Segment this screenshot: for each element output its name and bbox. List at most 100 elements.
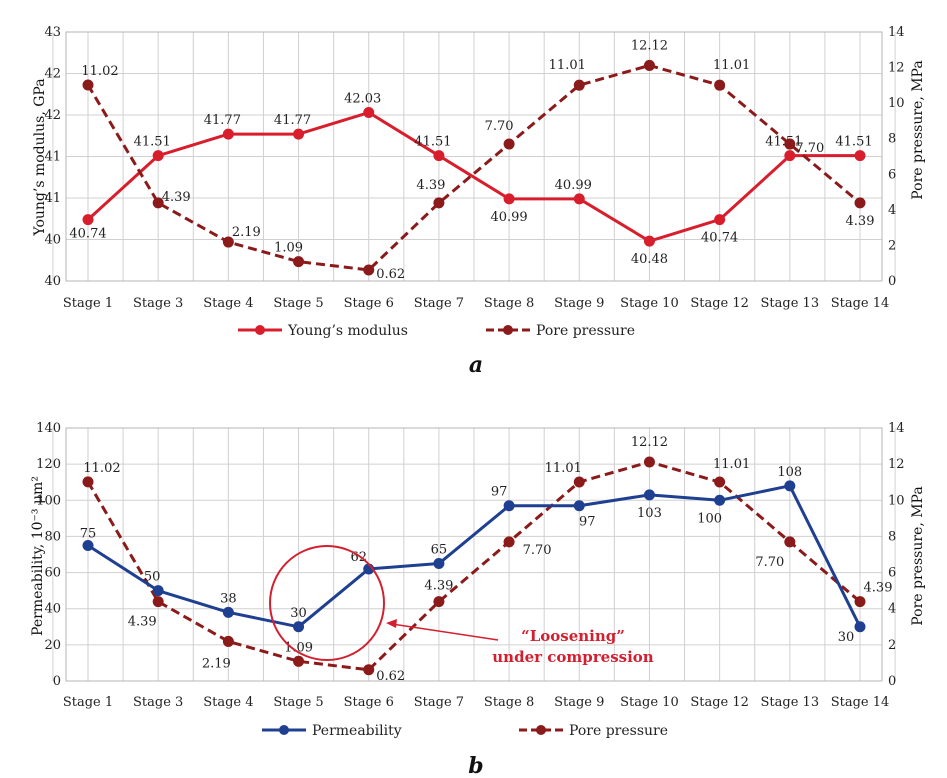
- data-label: 100: [697, 511, 722, 526]
- data-label: 41.51: [835, 135, 872, 150]
- data-point: [293, 256, 305, 268]
- data-label: 12.12: [631, 435, 668, 450]
- x-tick-label: Stage 1: [63, 296, 113, 311]
- data-label: 0.62: [376, 669, 405, 684]
- panel-b-right-ticks: 0 2 4 6 8 10 12 14: [888, 421, 905, 689]
- x-tick-label: Stage 8: [484, 296, 534, 311]
- data-point: [643, 59, 655, 71]
- data-label: 41.51: [134, 135, 171, 150]
- data-label: 4.39: [128, 615, 157, 630]
- panel-a-grid: [52, 31, 896, 282]
- x-tick-label: Stage 14: [831, 695, 890, 710]
- right-tick-label: 6: [888, 167, 896, 182]
- x-tick-label: Stage 3: [133, 695, 183, 710]
- left-tick-label: 140: [36, 421, 61, 436]
- panel-b-annotation: “Loosening” under compression: [269, 545, 654, 666]
- x-tick-label: Stage 14: [831, 296, 890, 311]
- data-label: 41.51: [414, 135, 451, 150]
- panel-b-right-axis-title: Pore pressure, MPa: [910, 486, 926, 625]
- data-label: 38: [220, 591, 237, 606]
- right-tick-label: 14: [888, 25, 905, 40]
- x-tick-label: Stage 9: [554, 296, 604, 311]
- data-point: [643, 235, 655, 247]
- data-point: [503, 138, 515, 150]
- data-point: [222, 128, 234, 140]
- left-tick-label: 42: [44, 108, 61, 123]
- left-tick-label: 20: [44, 638, 61, 653]
- left-tick-label: 40: [44, 274, 61, 289]
- data-point: [854, 150, 866, 162]
- data-label: 11.01: [545, 461, 582, 476]
- data-label: 40.99: [555, 178, 592, 193]
- data-label: 41.77: [274, 113, 311, 128]
- x-tick-label: Stage 10: [620, 695, 679, 710]
- panel-b-series-pore-pressure: 11.02 4.39 2.19 1.09 0.62 4.39 7.70 11.01 12.12 1…: [82, 435, 893, 684]
- x-tick-label: Stage 13: [761, 296, 820, 311]
- right-tick-label: 14: [888, 421, 905, 436]
- x-tick-label: Stage 4: [203, 296, 253, 311]
- data-label: 50: [144, 570, 161, 585]
- data-point: [784, 480, 796, 492]
- data-point: [82, 476, 94, 488]
- data-label: 4.39: [424, 579, 453, 594]
- data-point: [503, 193, 515, 205]
- x-tick-label: Stage 12: [690, 695, 749, 710]
- data-label: 12.12: [631, 38, 668, 53]
- x-tick-label: Stage 1: [63, 695, 113, 710]
- data-point: [854, 596, 866, 608]
- series-line: [86, 111, 860, 243]
- x-tick-label: Stage 10: [620, 296, 679, 311]
- right-tick-label: 10: [888, 493, 905, 508]
- legend-a-pore-marker: [503, 325, 513, 335]
- annotation-arrow-head: [386, 619, 397, 628]
- legend-b-perm-marker: [279, 725, 289, 735]
- data-point: [503, 536, 515, 548]
- right-tick-label: 2: [888, 638, 896, 653]
- data-label: 75: [80, 526, 97, 541]
- panel-b-legend: Permeability Pore pressure: [262, 723, 668, 739]
- plot-frame: [65, 31, 883, 282]
- data-label: 4.39: [416, 178, 445, 193]
- x-tick-label: Stage 6: [344, 695, 394, 710]
- data-point: [714, 476, 726, 488]
- right-tick-label: 10: [888, 96, 905, 111]
- data-point: [152, 150, 164, 162]
- data-label: 11.02: [81, 64, 118, 79]
- x-tick-label: Stage 13: [761, 695, 820, 710]
- data-label: 97: [579, 515, 596, 530]
- right-tick-label: 0: [888, 674, 896, 689]
- panel-a-right-ticks: 0 2 4 6 8 10 12 14: [888, 25, 905, 289]
- right-tick-label: 2: [888, 238, 896, 253]
- annotation-line-2: under compression: [492, 648, 654, 666]
- data-point: [433, 558, 445, 570]
- data-label: 41.77: [204, 113, 241, 128]
- data-label: 11.01: [713, 58, 750, 73]
- data-label: 11.01: [549, 58, 586, 73]
- panel-a-left-axis-title: Young’s modulus, GPa: [32, 78, 48, 236]
- data-point: [643, 489, 655, 501]
- data-point: [222, 606, 234, 618]
- series-line: [86, 63, 861, 272]
- panel-b-left-ticks: 0 20 40 60 80 100 120 140: [36, 421, 61, 689]
- panel-a-series-youngs-modulus: 40.74 41.51 41.77 41.77 42.03 41.51 40.99 40.99…: [69, 92, 872, 268]
- data-point: [433, 197, 445, 209]
- data-point: [82, 539, 94, 551]
- series-line: [87, 484, 862, 629]
- panel-a-letter: a: [469, 352, 483, 378]
- x-tick-label: Stage 4: [203, 695, 253, 710]
- data-point: [152, 197, 164, 209]
- data-point: [643, 456, 655, 468]
- data-point: [784, 138, 796, 150]
- legend-b-pore-marker: [536, 725, 546, 735]
- data-label: 11.02: [83, 461, 120, 476]
- data-label: 4.39: [864, 581, 893, 596]
- x-tick-label: Stage 12: [690, 296, 749, 311]
- right-tick-label: 12: [888, 61, 905, 76]
- x-tick-label: Stage 5: [273, 695, 323, 710]
- legend-a-young-marker: [255, 325, 265, 335]
- legend-a-young-label: Young’s modulus: [287, 323, 408, 339]
- x-tick-label: Stage 3: [133, 296, 183, 311]
